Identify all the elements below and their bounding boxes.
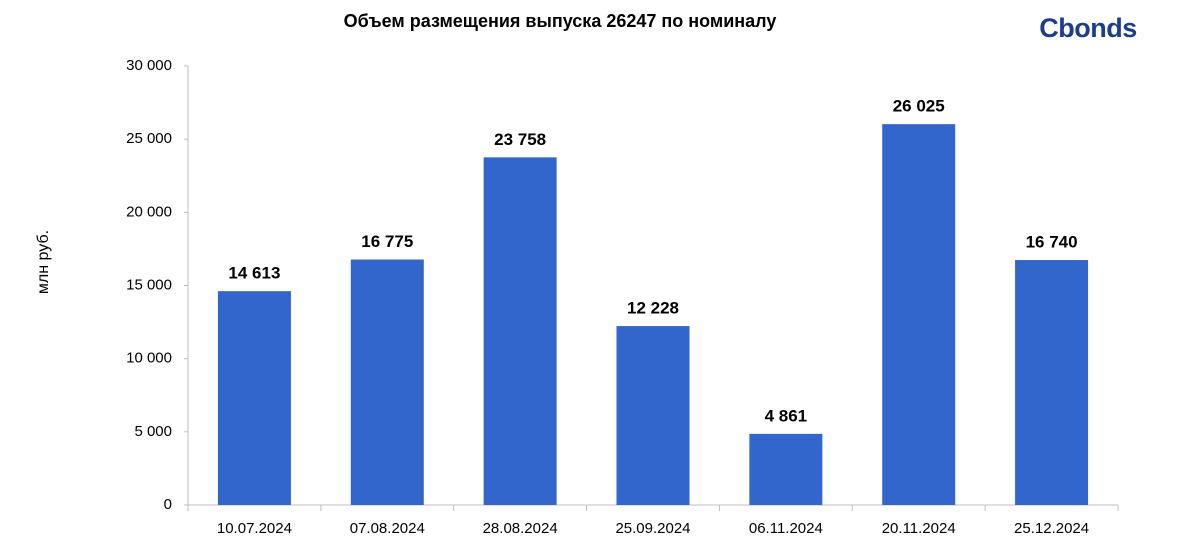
bar — [483, 157, 557, 506]
y-tick-label: 0 — [164, 496, 172, 513]
y-tick-label: 10 000 — [126, 350, 172, 367]
data-label: 4 861 — [765, 406, 808, 425]
chart-title: Объем размещения выпуска 26247 по номина… — [344, 11, 777, 31]
bar — [217, 291, 291, 505]
data-label: 23 758 — [494, 130, 546, 149]
x-tick-label: 20.11.2024 — [882, 520, 956, 537]
y-tick-label: 25 000 — [126, 130, 172, 147]
data-label: 14 613 — [228, 264, 280, 283]
x-tick-label: 25.12.2024 — [1014, 520, 1089, 537]
x-tick-label: 10.07.2024 — [217, 520, 292, 537]
x-tick-label: 06.11.2024 — [749, 520, 823, 537]
y-tick-label: 20 000 — [126, 203, 172, 220]
logo: Cbonds — [1039, 13, 1137, 43]
x-tick-label: 07.08.2024 — [350, 520, 425, 537]
bar — [350, 259, 424, 505]
bar — [882, 124, 956, 505]
y-tick-label: 30 000 — [126, 57, 172, 74]
bar — [616, 326, 690, 505]
data-label: 16 740 — [1026, 233, 1078, 252]
x-tick-label: 25.09.2024 — [615, 520, 690, 537]
y-axis-label: млн руб. — [35, 230, 52, 294]
bar — [749, 433, 823, 505]
data-label: 16 775 — [361, 232, 413, 251]
bar — [1015, 260, 1089, 505]
data-label: 26 025 — [893, 97, 945, 116]
data-label: 12 228 — [627, 299, 679, 318]
y-tick-label: 15 000 — [126, 276, 172, 293]
y-tick-label: 5 000 — [134, 423, 172, 440]
x-tick-label: 28.08.2024 — [483, 520, 558, 537]
